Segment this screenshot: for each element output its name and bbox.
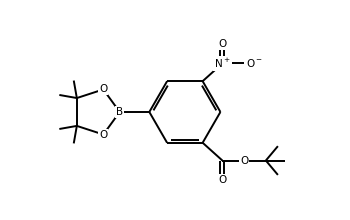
Text: O: O xyxy=(99,84,107,94)
Text: $\mathregular{O^-}$: $\mathregular{O^-}$ xyxy=(246,57,263,70)
Text: O: O xyxy=(240,156,248,165)
Text: O: O xyxy=(99,130,107,139)
Text: O: O xyxy=(218,39,226,49)
Text: $\mathregular{N^+}$: $\mathregular{N^+}$ xyxy=(214,57,231,70)
Text: B: B xyxy=(116,107,123,117)
Text: O: O xyxy=(218,175,226,185)
